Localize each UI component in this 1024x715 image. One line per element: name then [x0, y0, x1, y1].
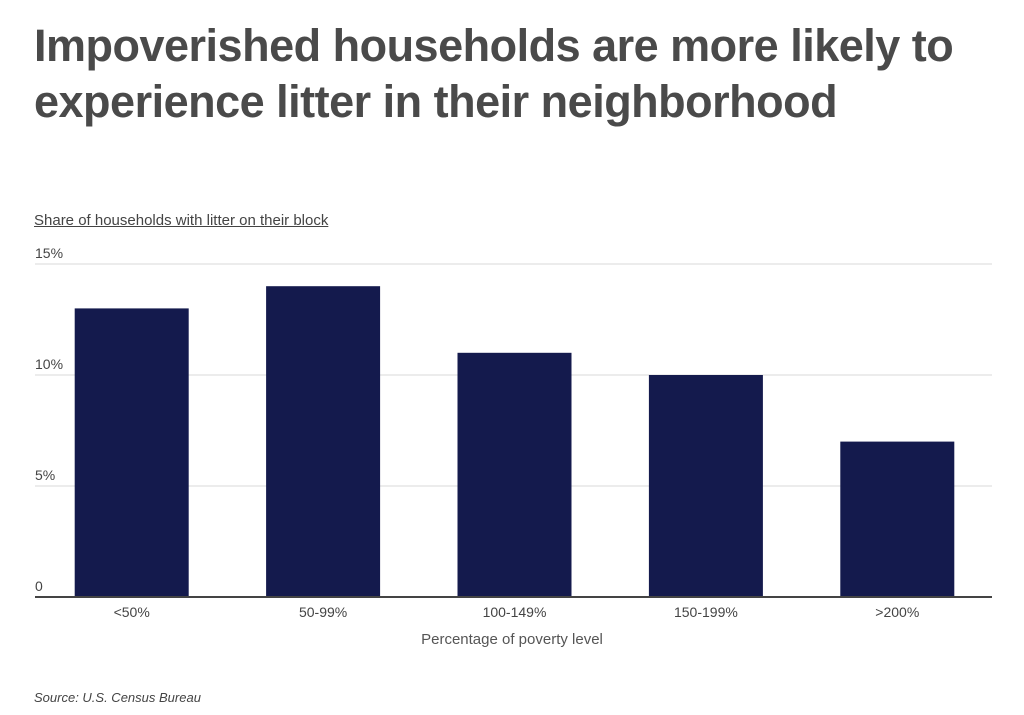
x-tick-label: 150-199% — [674, 604, 738, 620]
x-tick-label: >200% — [875, 604, 919, 620]
x-tick-label: <50% — [114, 604, 150, 620]
bar — [840, 441, 955, 597]
y-tick-label: 10% — [35, 356, 63, 372]
bar — [266, 286, 381, 597]
chart-title: Impoverished households are more likely … — [34, 20, 954, 127]
source-note: Source: U.S. Census Bureau — [34, 690, 201, 705]
y-tick-label: 5% — [35, 467, 55, 483]
bar — [457, 352, 572, 597]
bar — [74, 308, 189, 597]
x-tick-label: 100-149% — [483, 604, 547, 620]
x-axis-label: Percentage of poverty level — [421, 631, 603, 648]
y-tick-label: 15% — [35, 245, 63, 261]
bar — [648, 375, 763, 597]
y-axis-label: Share of households with litter on their… — [34, 212, 329, 229]
x-tick-label: 50-99% — [299, 604, 347, 620]
y-tick-label: 0 — [35, 578, 43, 594]
